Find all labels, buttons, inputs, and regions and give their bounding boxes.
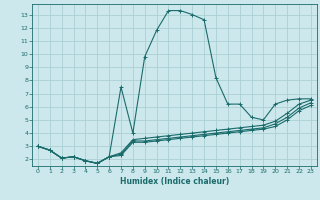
X-axis label: Humidex (Indice chaleur): Humidex (Indice chaleur) xyxy=(120,177,229,186)
